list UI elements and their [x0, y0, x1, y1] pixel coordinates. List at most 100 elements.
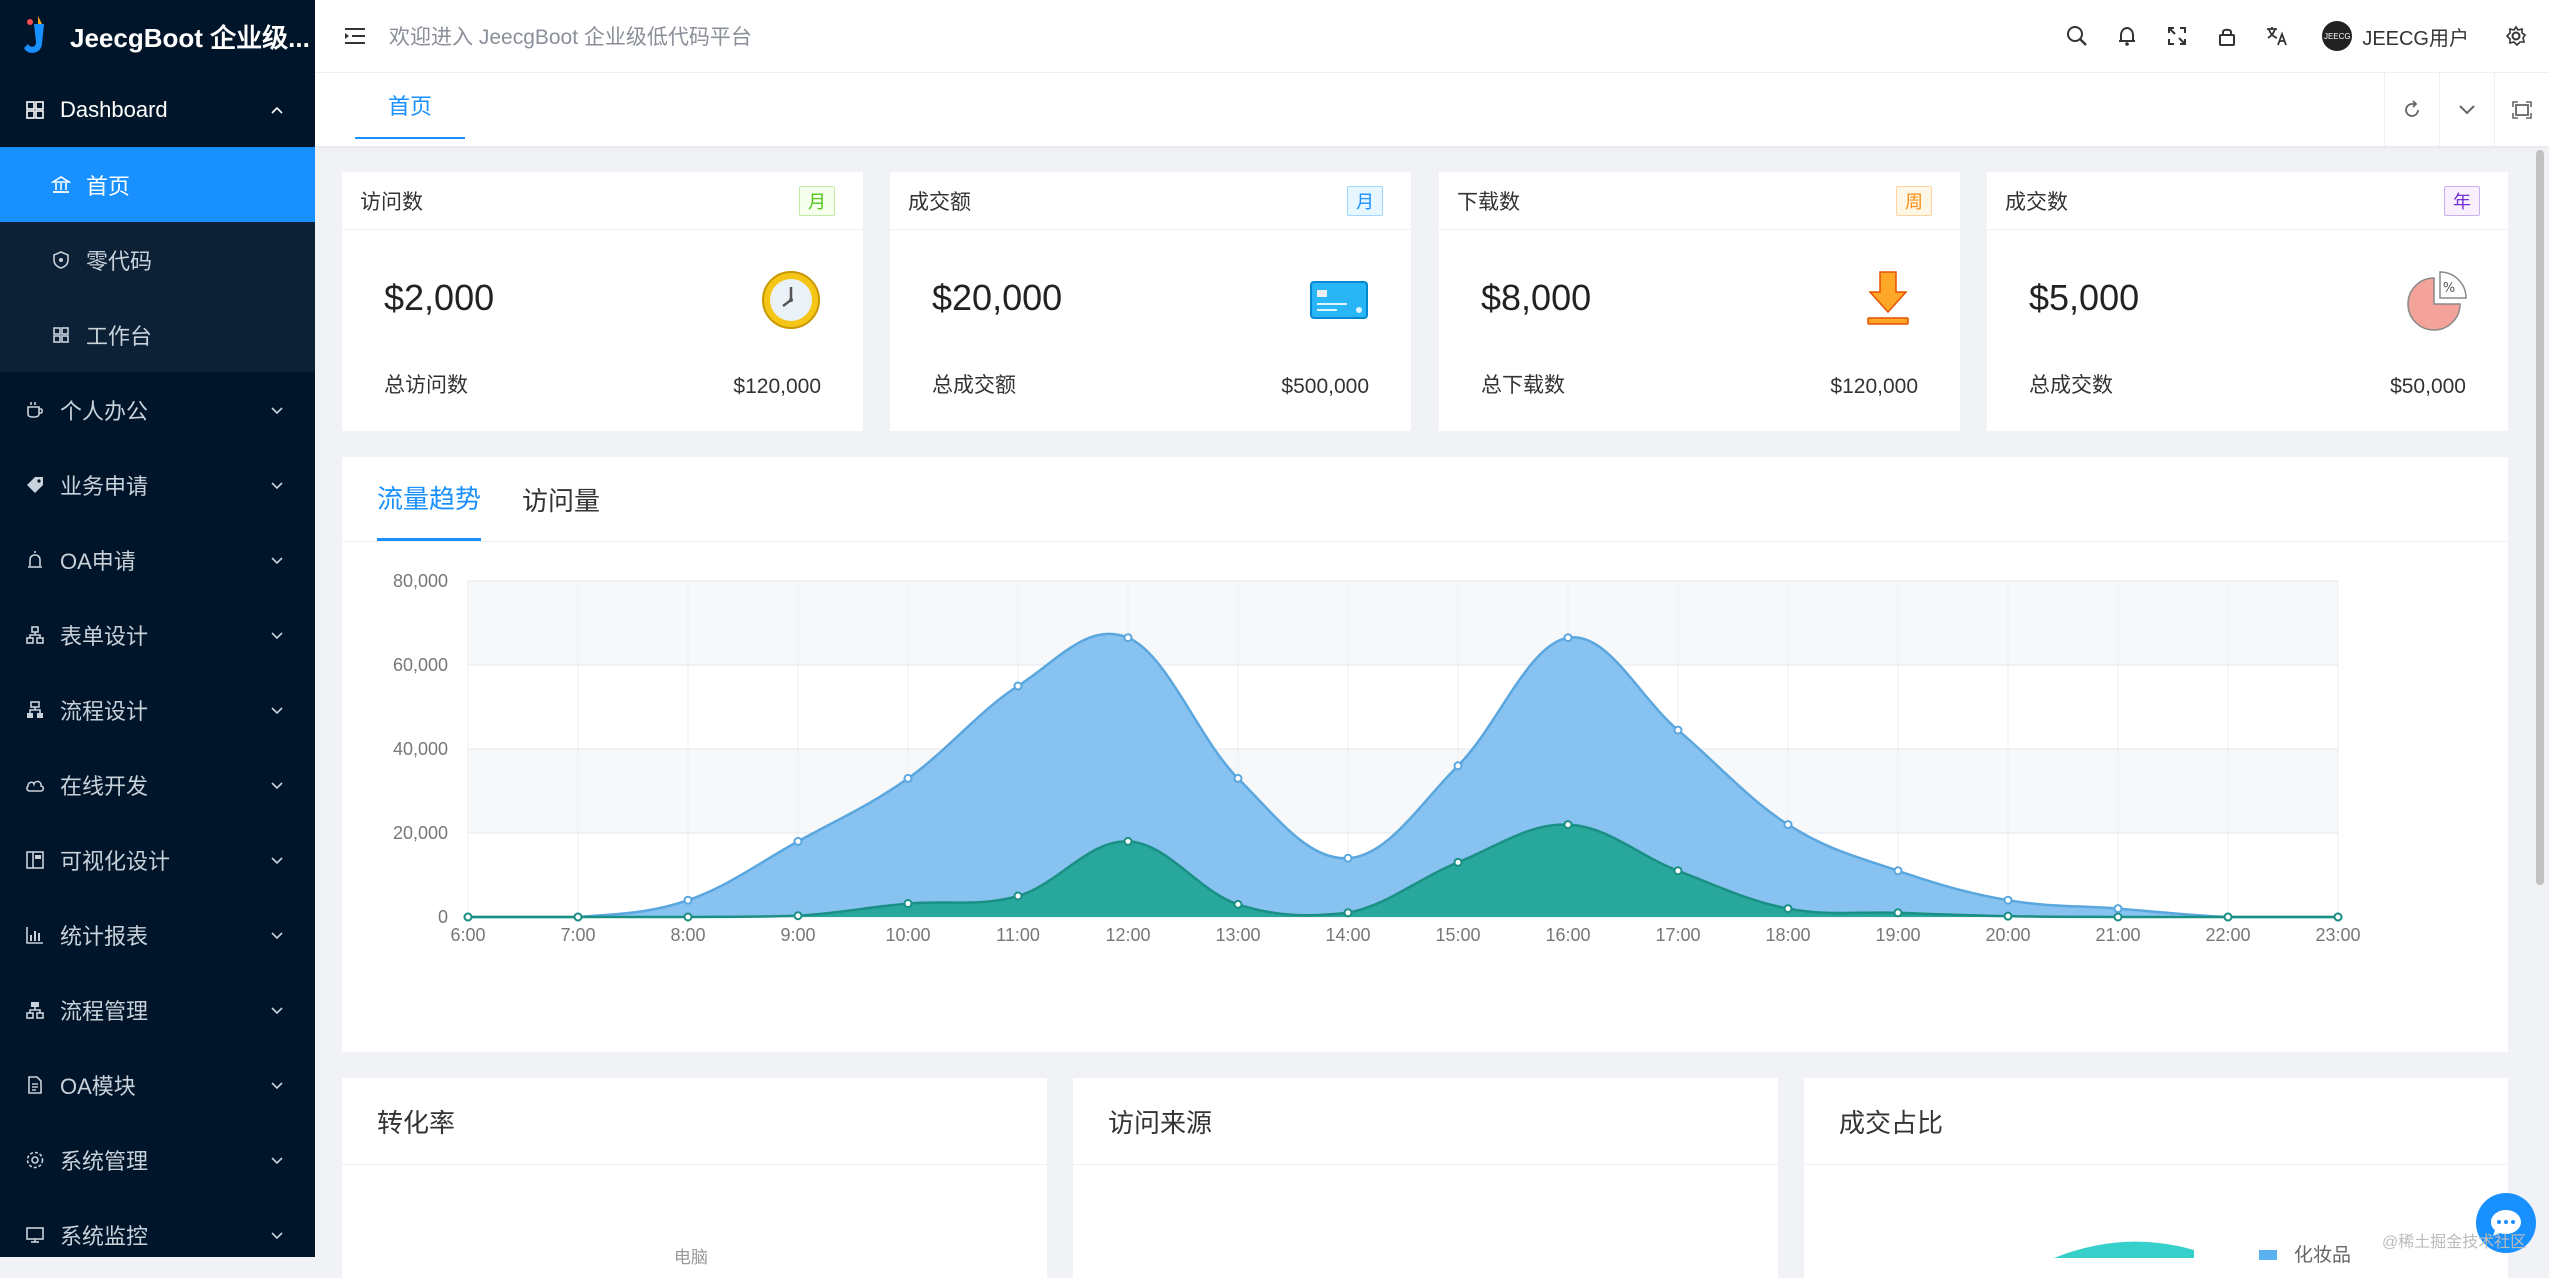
sidebar: JeecgBoot 企业级... Dashboard 首页 零代码 工作台 个人…	[0, 0, 315, 1257]
source-card: 访问来源	[1073, 1078, 1778, 1278]
series-1-point	[1563, 820, 1573, 830]
search-icon[interactable]	[2064, 23, 2090, 49]
bell-icon[interactable]	[2114, 23, 2140, 49]
avatar[interactable]: JEECG	[2322, 21, 2353, 51]
sidebar-item-label: 系统管理	[60, 1148, 149, 1174]
sidebar-item-9[interactable]: 流程管理	[0, 972, 315, 1047]
x-tick-label: 11:00	[996, 925, 1040, 945]
grid-band	[468, 581, 2338, 665]
series-1-point	[683, 912, 693, 922]
sidebar-item-10[interactable]: OA模块	[0, 1047, 315, 1122]
source-title: 访问来源	[1073, 1078, 1778, 1165]
menu-fold-icon[interactable]	[343, 24, 367, 48]
stat-card-3: 成交数 年 $5,000 % 总成交数 $50,000	[1987, 172, 2508, 431]
fullscreen-icon[interactable]	[2164, 23, 2190, 49]
series-1-point	[1893, 908, 1903, 918]
y-tick-label: 80,000	[393, 571, 448, 591]
deal-ratio-card: 成交占比 化妆品	[1804, 1078, 2508, 1278]
sidebar-item-3[interactable]: OA申请	[0, 522, 315, 597]
period-badge: 年	[2444, 186, 2480, 216]
sidebar-item-label: 在线开发	[60, 773, 149, 799]
stat-total-label: 总成交额	[932, 374, 1016, 397]
sidebar-item-7[interactable]: 可视化设计	[0, 822, 315, 897]
stat-header: 成交额 月	[890, 172, 1411, 230]
x-tick-label: 17:00	[1655, 925, 1700, 945]
tabs-bar: 首页	[315, 73, 2549, 146]
stat-value: $2,000	[384, 277, 495, 318]
sidebar-subitem-2[interactable]: 工作台	[0, 297, 315, 372]
stat-header: 访问数 月	[342, 172, 863, 230]
header-actions: JEECG JEECG用户	[2052, 0, 2549, 72]
chevron-down-icon[interactable]	[2439, 73, 2494, 146]
series-1-line	[468, 823, 2338, 919]
x-tick-label: 6:00	[450, 925, 485, 945]
series-1-point	[1783, 904, 1793, 914]
y-tick-label: 40,000	[393, 739, 448, 759]
tab-home[interactable]: 首页	[355, 73, 465, 139]
x-tick-label: 23:00	[2315, 925, 2360, 945]
conversion-title: 转化率	[342, 1078, 1047, 1165]
sidebar-subitem-label: 零代码	[86, 248, 153, 274]
sidebar-subitem-0[interactable]: 首页	[0, 147, 315, 222]
sidebar-item-label: 业务申请	[60, 473, 149, 499]
sidebar-item-2[interactable]: 业务申请	[0, 447, 315, 522]
tab-tools	[2384, 73, 2549, 146]
translate-icon[interactable]	[2264, 23, 2290, 49]
lock-icon[interactable]	[2214, 23, 2240, 49]
series-1-point	[1673, 866, 1683, 876]
stat-header: 下载数 周	[1439, 172, 1960, 230]
stat-total-value: $120,000	[1830, 375, 1918, 398]
clock-icon	[759, 268, 823, 332]
series-0-point	[1563, 633, 1573, 643]
scrollbar[interactable]	[2536, 150, 2544, 885]
appstore-icon	[50, 324, 72, 346]
y-tick-label: 0	[438, 907, 448, 927]
x-tick-label: 19:00	[1875, 925, 1920, 945]
series-1-point	[2003, 911, 2013, 921]
x-tick-label: 20:00	[1985, 925, 2030, 945]
stat-total-label: 总下载数	[1481, 374, 1565, 397]
sidebar-item-0[interactable]: Dashboard	[0, 72, 315, 147]
bank-icon	[50, 174, 72, 196]
stat-total-value: $50,000	[2390, 375, 2466, 398]
series-0-point	[1453, 761, 1463, 771]
sidebar-item-label: 系统监控	[60, 1223, 149, 1249]
tab-traffic-trend[interactable]: 流量趋势	[377, 457, 482, 541]
sidebar-item-5[interactable]: 流程设计	[0, 672, 315, 747]
sidebar-item-8[interactable]: 统计报表	[0, 897, 315, 972]
pie-arc	[2054, 1241, 2194, 1258]
file-icon	[24, 1074, 46, 1096]
setting-icon	[24, 1149, 46, 1171]
gear-icon[interactable]	[2503, 23, 2529, 49]
chat-icon	[2491, 1210, 2521, 1236]
period-badge: 月	[1347, 186, 1383, 216]
reload-icon[interactable]	[2384, 73, 2439, 146]
app-title: JeecgBoot 企业级...	[70, 22, 310, 53]
series-1-point	[1013, 891, 1023, 901]
cluster-icon	[24, 624, 46, 646]
sidebar-item-4[interactable]: 表单设计	[0, 597, 315, 672]
series-0-point	[2113, 904, 2123, 914]
sidebar-item-label: OA模块	[60, 1073, 136, 1099]
chat-button[interactable]	[2476, 1193, 2536, 1253]
apartment-icon	[24, 999, 46, 1021]
stat-title: 访问数	[360, 190, 423, 214]
conversion-card: 转化率 电脑	[342, 1078, 1047, 1278]
username[interactable]: JEECG用户	[2362, 27, 2469, 50]
sidebar-item-6[interactable]: 在线开发	[0, 747, 315, 822]
sidebar-item-1[interactable]: 个人办公	[0, 372, 315, 447]
deal-ratio-legend: 化妆品	[2294, 1245, 2352, 1266]
deal-ratio-title: 成交占比	[1804, 1078, 2508, 1165]
tab-visits[interactable]: 访问量	[522, 485, 601, 516]
conversion-note: 电脑	[674, 1248, 708, 1267]
app-logo[interactable]: JeecgBoot 企业级...	[0, 0, 315, 72]
stat-card-1: 成交额 月 $20,000 总成交额 $500,000	[890, 172, 1411, 431]
expand-icon[interactable]	[2494, 73, 2549, 146]
stat-card-2: 下载数 周 $8,000 总下载数 $120,000	[1439, 172, 1960, 431]
sidebar-subitem-1[interactable]: 零代码	[0, 222, 315, 297]
sidebar-item-11[interactable]: 系统管理	[0, 1122, 315, 1197]
series-0-point	[1123, 633, 1133, 643]
sidebar-item-12[interactable]: 系统监控	[0, 1197, 315, 1257]
series-0-point	[1893, 866, 1903, 876]
series-0-point	[1013, 681, 1023, 691]
